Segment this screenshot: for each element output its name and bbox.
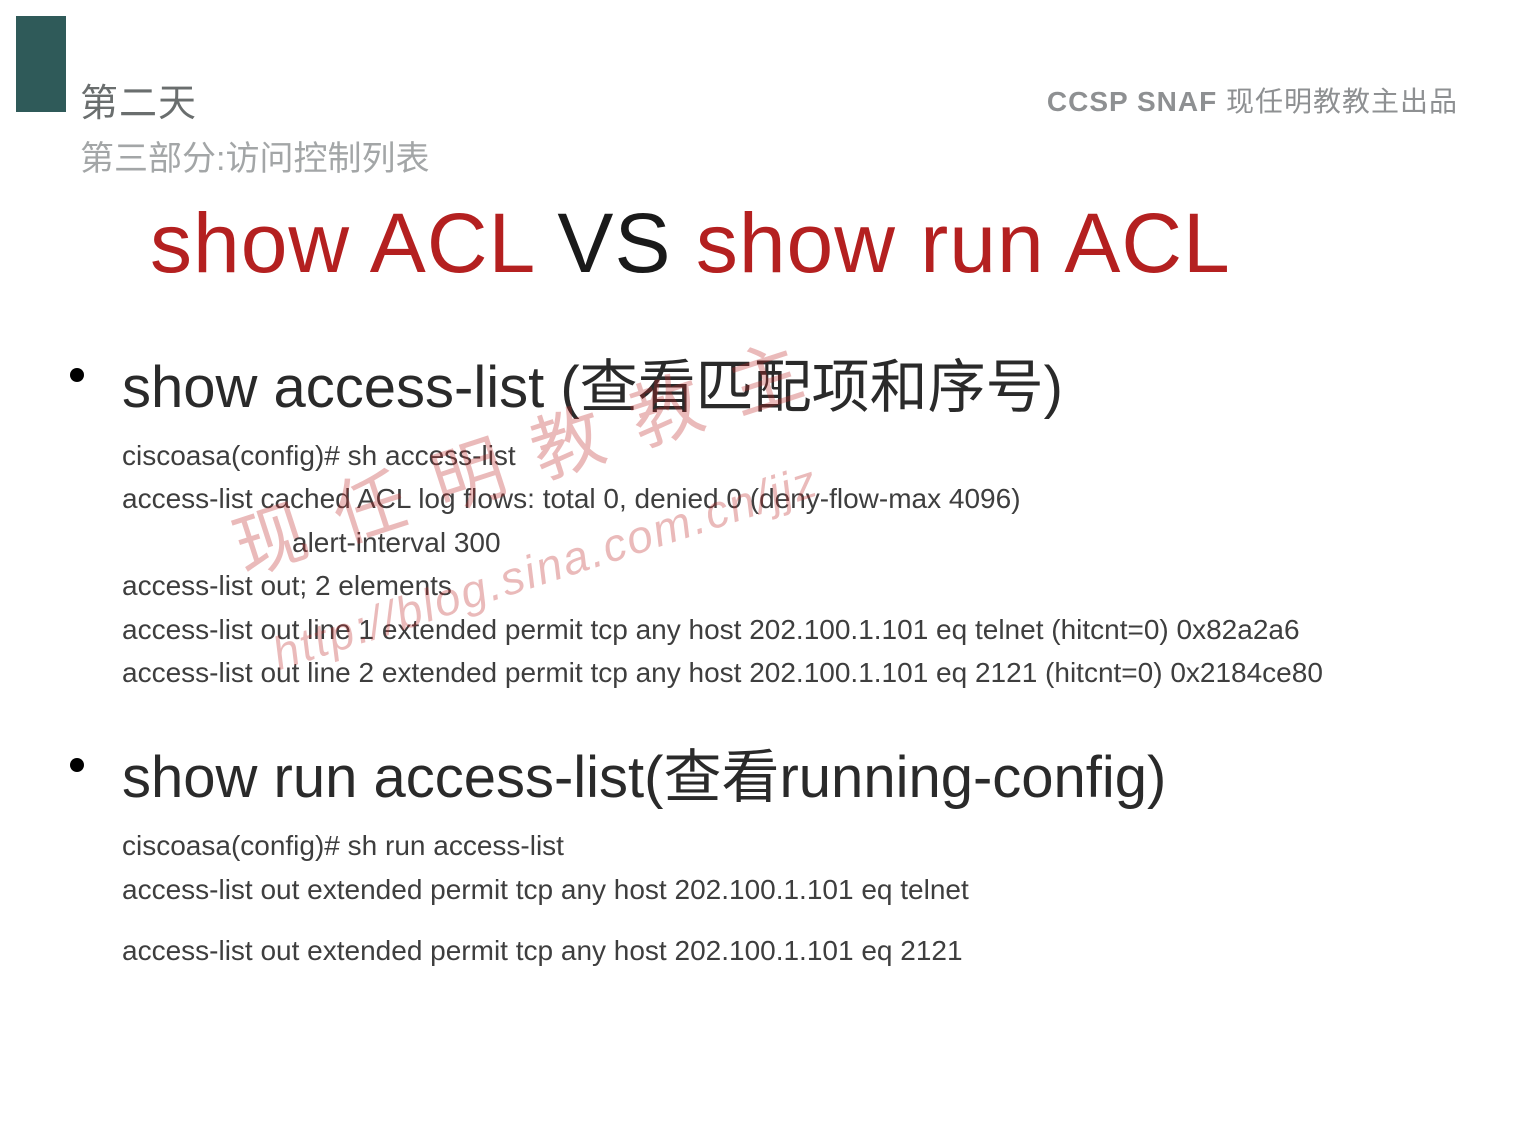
section1-code: ciscoasa(config)# sh access-list access-…: [122, 434, 1468, 694]
slide-header: 第二天 第三部分:访问控制列表: [80, 72, 429, 180]
section1-heading: show access-list (查看匹配项和序号): [122, 340, 1063, 424]
title-vs: VS: [533, 196, 696, 290]
code-line: ciscoasa(config)# sh run access-list: [122, 824, 1468, 867]
accent-block: [16, 16, 66, 112]
header-part: 第三部分:访问控制列表: [80, 131, 429, 180]
bullet-item: show access-list (查看匹配项和序号): [70, 340, 1468, 424]
course-code: CCSP SNAF: [1047, 86, 1217, 117]
course-tag: CCSP SNAF 现任明教教主出品: [1047, 80, 1458, 120]
bullet-item: show run access-list(查看running-config): [70, 730, 1468, 814]
bullet-dot-icon: [70, 758, 84, 772]
course-author: 现任明教教主出品: [1217, 86, 1458, 117]
code-line: ciscoasa(config)# sh access-list: [122, 434, 1468, 477]
bullet-dot-icon: [70, 368, 84, 382]
code-line: access-list out extended permit tcp any …: [122, 868, 1468, 911]
code-line: access-list out; 2 elements: [122, 564, 1468, 607]
code-line: access-list out line 2 extended permit t…: [122, 651, 1468, 694]
code-line: alert-interval 300: [122, 521, 1468, 564]
code-line: access-list cached ACL log flows: total …: [122, 477, 1468, 520]
section2-heading: show run access-list(查看running-config): [122, 730, 1166, 814]
header-day: 第二天: [80, 72, 429, 127]
title-part2: show run ACL: [696, 196, 1231, 290]
section2-code: ciscoasa(config)# sh run access-list acc…: [122, 824, 1468, 972]
code-line: access-list out line 1 extended permit t…: [122, 608, 1468, 651]
slide-title: show ACL VS show run ACL: [150, 195, 1231, 292]
title-part1: show ACL: [150, 196, 533, 290]
slide-body: show access-list (查看匹配项和序号) ciscoasa(con…: [70, 340, 1468, 1009]
code-line: access-list out extended permit tcp any …: [122, 929, 1468, 972]
